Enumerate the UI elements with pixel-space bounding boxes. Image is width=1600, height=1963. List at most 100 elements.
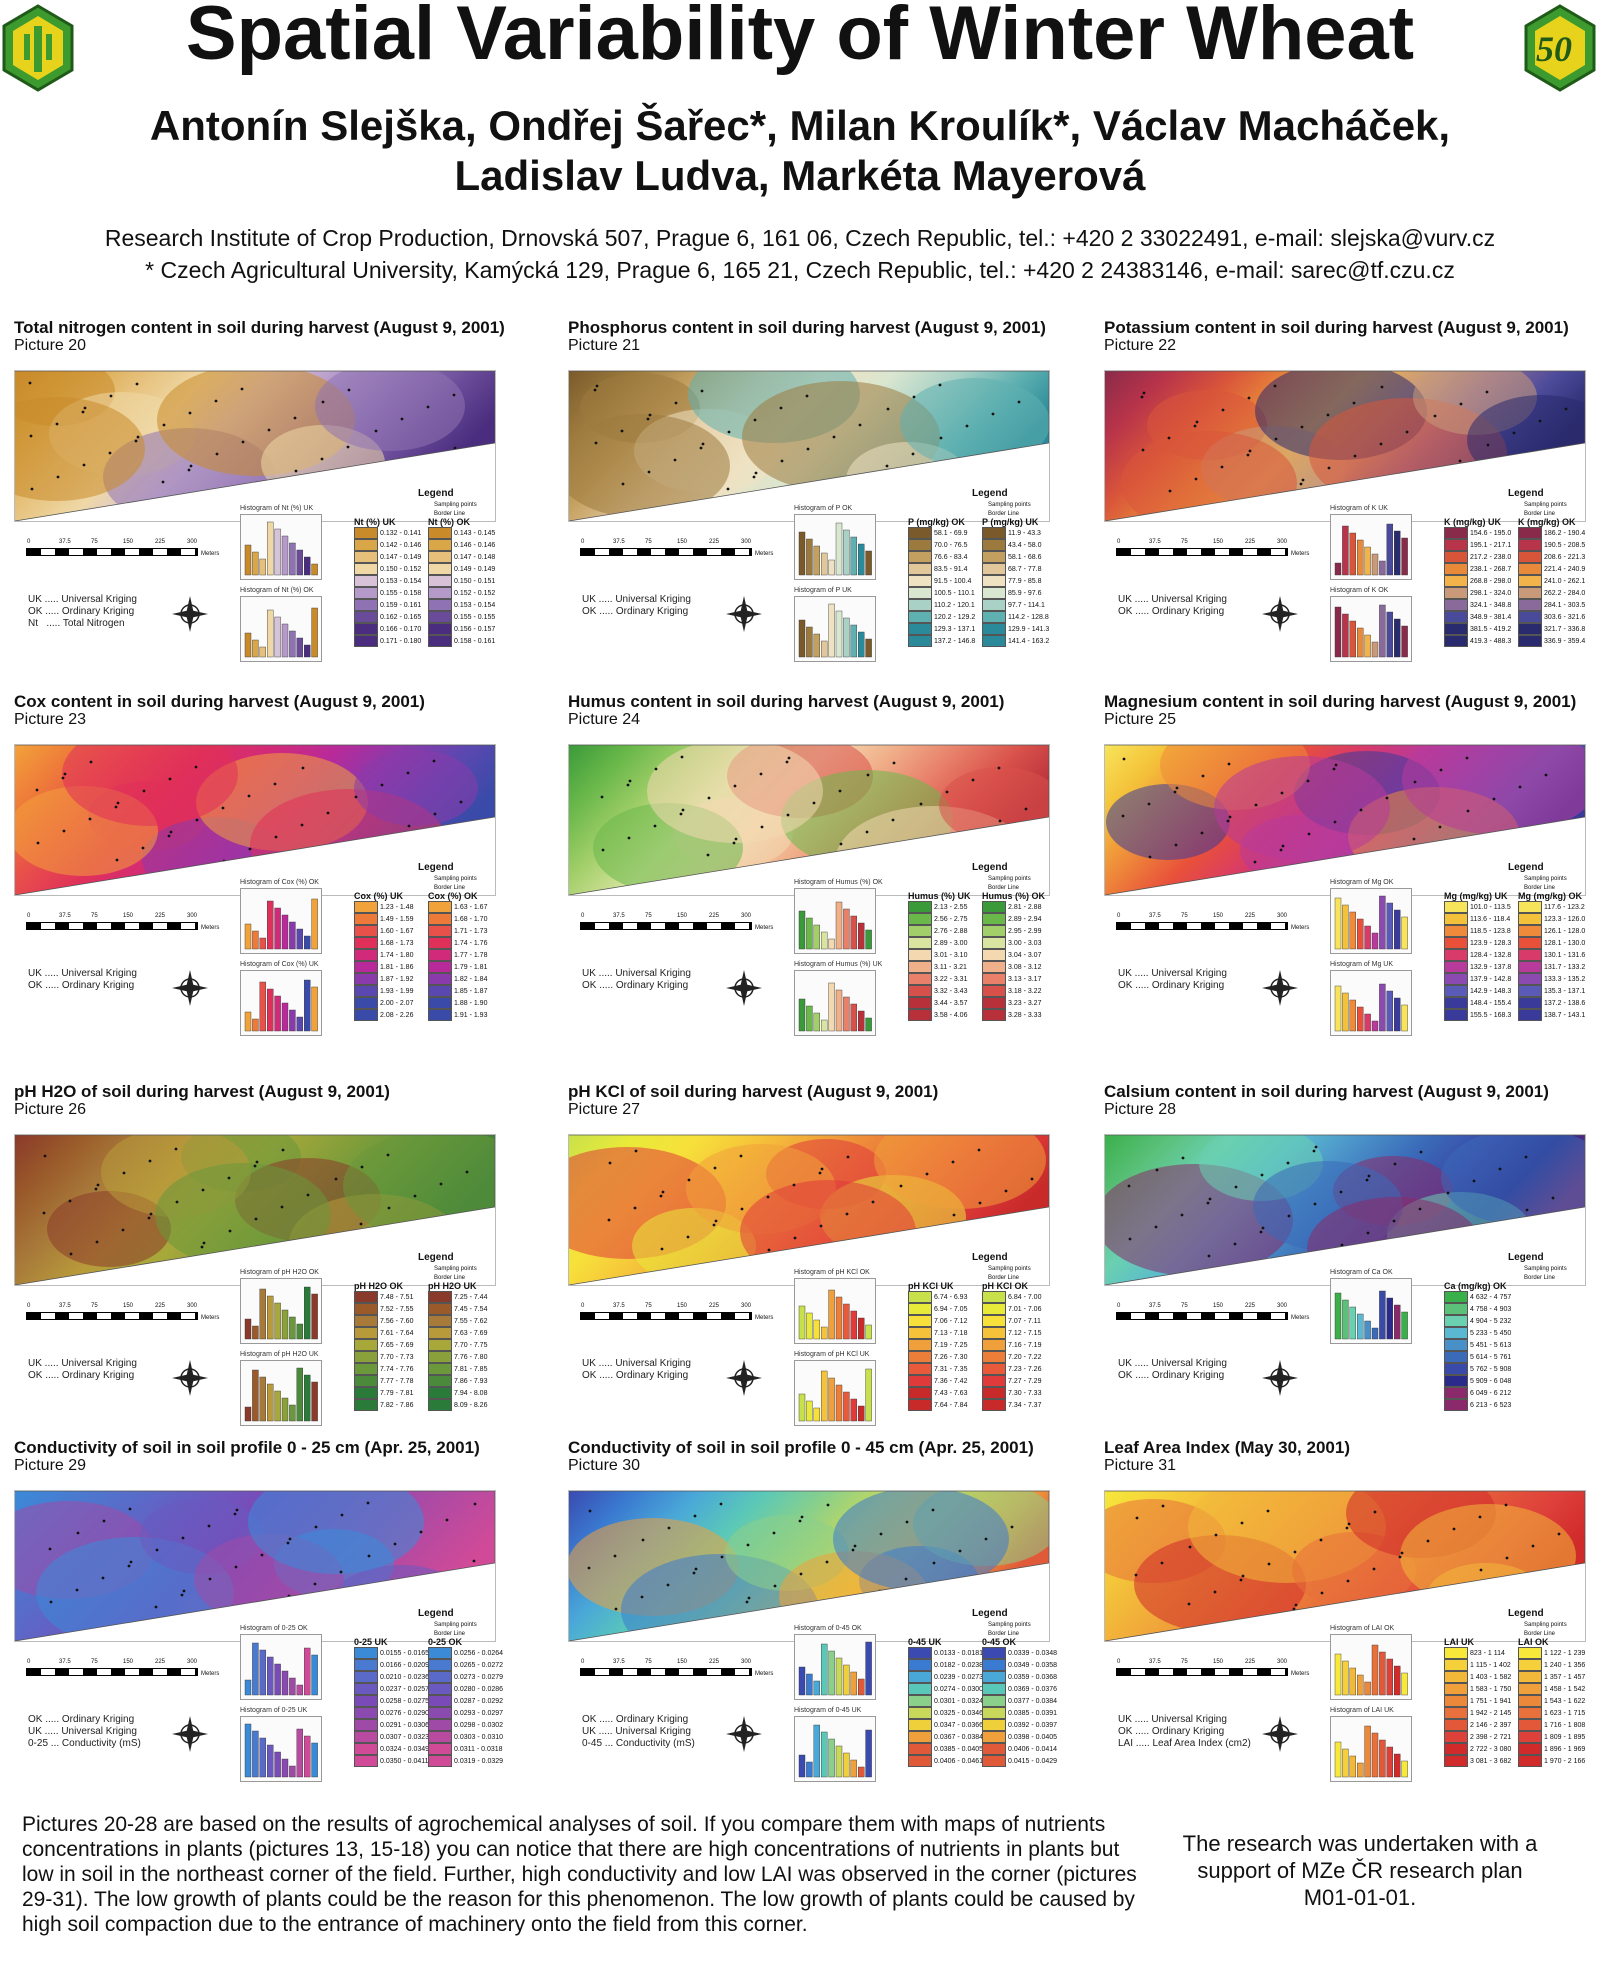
histogram-title: Histogram of Nt (%) UK bbox=[240, 505, 314, 512]
legend-color-table: Nt (%) UK 0.132 - 0.141 0.142 - 0.146 0.147… bbox=[354, 518, 421, 647]
scale-tick-label: 300 bbox=[187, 539, 198, 545]
legend-range: 1.88 - 1.90 bbox=[454, 999, 488, 1007]
legend-swatch bbox=[1518, 1009, 1542, 1021]
legend-row: 7.13 - 7.18 bbox=[908, 1327, 967, 1339]
legend-range: 0.0273 - 0.0279 bbox=[454, 1673, 504, 1681]
legend-swatch bbox=[428, 901, 452, 913]
legend-row: 0.0287 - 0.0292 bbox=[428, 1695, 503, 1707]
legend-range: 1 583 - 1 750 bbox=[1470, 1685, 1512, 1693]
legend-swatch bbox=[428, 1743, 452, 1755]
legend-row: 7.45 - 7.54 bbox=[428, 1303, 487, 1315]
scale-tick-label: 300 bbox=[187, 1303, 198, 1309]
legend-range: 3.28 - 3.33 bbox=[1008, 1011, 1042, 1019]
legend-swatch bbox=[1444, 1387, 1468, 1399]
legend-row: 0.0359 - 0.0368 bbox=[982, 1671, 1057, 1683]
legend-row: 3.13 - 3.17 bbox=[982, 973, 1045, 985]
scale-tick-label: 37.5 bbox=[1149, 539, 1161, 545]
legend-swatch bbox=[1444, 1315, 1468, 1327]
legend-range: 2 722 - 3 080 bbox=[1470, 1745, 1512, 1753]
legend-sampling-points: Sampling points bbox=[1524, 876, 1567, 882]
legend-range: 7.48 - 7.51 bbox=[380, 1293, 414, 1301]
scale-tick-label: 225 bbox=[1245, 1303, 1256, 1309]
legend-row: 7.16 - 7.19 bbox=[982, 1339, 1041, 1351]
legend-range: 1 122 - 1 239 bbox=[1544, 1649, 1586, 1657]
legend-swatch bbox=[354, 1659, 378, 1671]
legend-swatch bbox=[354, 913, 378, 925]
map-panel: Calsium content in soil during harvest (… bbox=[1104, 1082, 1600, 1422]
legend-sampling-points: Sampling points bbox=[434, 1266, 477, 1272]
scale-tick-label: 37.5 bbox=[613, 913, 625, 919]
scale-tick-label: 37.5 bbox=[59, 913, 71, 919]
legend-swatch bbox=[1444, 1363, 1468, 1375]
legend-swatch bbox=[1518, 1647, 1542, 1659]
legend-row: 137.2 - 146.8 bbox=[908, 635, 975, 647]
histogram bbox=[240, 1634, 322, 1700]
legend-row: 133.3 - 135.2 bbox=[1518, 973, 1585, 985]
legend-color-table: K (mg/kg) UK 154.6 - 195.0 195.1 - 217.1 21… bbox=[1444, 518, 1511, 647]
legend-row: 1.23 - 1.48 bbox=[354, 901, 413, 913]
legend-swatch bbox=[982, 1363, 1006, 1375]
legend-range: 138.7 - 143.1 bbox=[1544, 1011, 1586, 1019]
legend-row: 0.0350 - 0.0411 bbox=[354, 1755, 429, 1767]
scale-bar: 0 37.5 75 150 225 300 Meters bbox=[1116, 913, 1309, 931]
legend-row: 3.08 - 3.12 bbox=[982, 961, 1045, 973]
legend-row: 241.0 - 262.1 bbox=[1518, 575, 1585, 587]
legend-range: 5 762 - 5 908 bbox=[1470, 1365, 1512, 1373]
legend-row: 0.0377 - 0.0384 bbox=[982, 1695, 1057, 1707]
scale-tick-label: 75 bbox=[91, 913, 98, 919]
authors-line-1: Antonín Slejška, Ondřej Šařec*, Milan Kr… bbox=[149, 102, 1451, 149]
north-arrow-icon bbox=[1262, 596, 1298, 632]
legend-border-line: Border Line bbox=[1524, 1275, 1556, 1281]
legend-range: 6 213 - 6 523 bbox=[1470, 1401, 1512, 1409]
legend-row: 83.5 - 91.4 bbox=[908, 563, 975, 575]
legend-range: 6.94 - 7.05 bbox=[934, 1305, 968, 1313]
legend-swatch bbox=[428, 1647, 452, 1659]
legend-range: 0.0385 - 0.0405 bbox=[934, 1745, 984, 1753]
legend-row: 0.159 - 0.161 bbox=[354, 599, 421, 611]
legend-swatch bbox=[982, 925, 1006, 937]
scale-tick-label: 37.5 bbox=[1149, 913, 1161, 919]
legend-row: 1 970 - 2 166 bbox=[1518, 1755, 1585, 1767]
legend-row: 0.0325 - 0.0346 bbox=[908, 1707, 983, 1719]
legend-border-line: Border Line bbox=[1524, 511, 1556, 517]
legend-row: 1.68 - 1.73 bbox=[354, 937, 413, 949]
legend-color-table: K (mg/kg) OK 186.2 - 190.4 190.5 - 208.5 20… bbox=[1518, 518, 1585, 647]
legend-row: 130.1 - 131.6 bbox=[1518, 949, 1585, 961]
legend-row: 85.9 - 97.6 bbox=[982, 587, 1049, 599]
legend-row: 1.68 - 1.70 bbox=[428, 913, 487, 925]
histogram-title: Histogram of Mg UK bbox=[1330, 961, 1394, 968]
legend-range: 0.0369 - 0.0376 bbox=[1008, 1685, 1058, 1693]
legend-swatch bbox=[1444, 937, 1468, 949]
legend-row: 138.7 - 143.1 bbox=[1518, 1009, 1585, 1021]
legend-sampling-points: Sampling points bbox=[1524, 1622, 1567, 1628]
legend-range: 70.0 - 76.5 bbox=[934, 541, 968, 549]
legend-swatch bbox=[908, 1387, 932, 1399]
field-map bbox=[568, 370, 1050, 522]
legend-swatch bbox=[908, 635, 932, 647]
legend-row: 336.9 - 359.4 bbox=[1518, 635, 1585, 647]
legend-swatch bbox=[1518, 901, 1542, 913]
legend-swatch bbox=[908, 937, 932, 949]
legend-range: 118.5 - 123.8 bbox=[1470, 927, 1511, 935]
legend-swatch bbox=[982, 1339, 1006, 1351]
scale-unit: Meters bbox=[1291, 551, 1310, 557]
legend-swatch bbox=[428, 1009, 452, 1021]
legend-range: 0.0307 - 0.0323 bbox=[380, 1733, 430, 1741]
legend-row: 141.4 - 163.2 bbox=[982, 635, 1049, 647]
legend-row: 43.4 - 58.0 bbox=[982, 539, 1049, 551]
legend-row: 7.81 - 7.85 bbox=[428, 1363, 487, 1375]
legend-row: 7.23 - 7.26 bbox=[982, 1363, 1041, 1375]
legend-swatch bbox=[428, 1363, 452, 1375]
picture-number: Picture 26 bbox=[14, 1101, 87, 1118]
legend-swatch bbox=[1518, 973, 1542, 985]
legend-row: 7.55 - 7.62 bbox=[428, 1315, 487, 1327]
legend-swatch bbox=[908, 587, 932, 599]
legend-row: 3.44 - 3.57 bbox=[908, 997, 971, 1009]
legend-row: 97.7 - 114.1 bbox=[982, 599, 1049, 611]
legend-swatch bbox=[982, 539, 1006, 551]
legend-swatch bbox=[428, 961, 452, 973]
legend-range: 0.166 - 0.170 bbox=[380, 625, 422, 633]
legend-range: 3.04 - 3.07 bbox=[1008, 951, 1042, 959]
legend-swatch bbox=[908, 599, 932, 611]
anniversary-logo-right: 50 bbox=[1522, 4, 1598, 92]
